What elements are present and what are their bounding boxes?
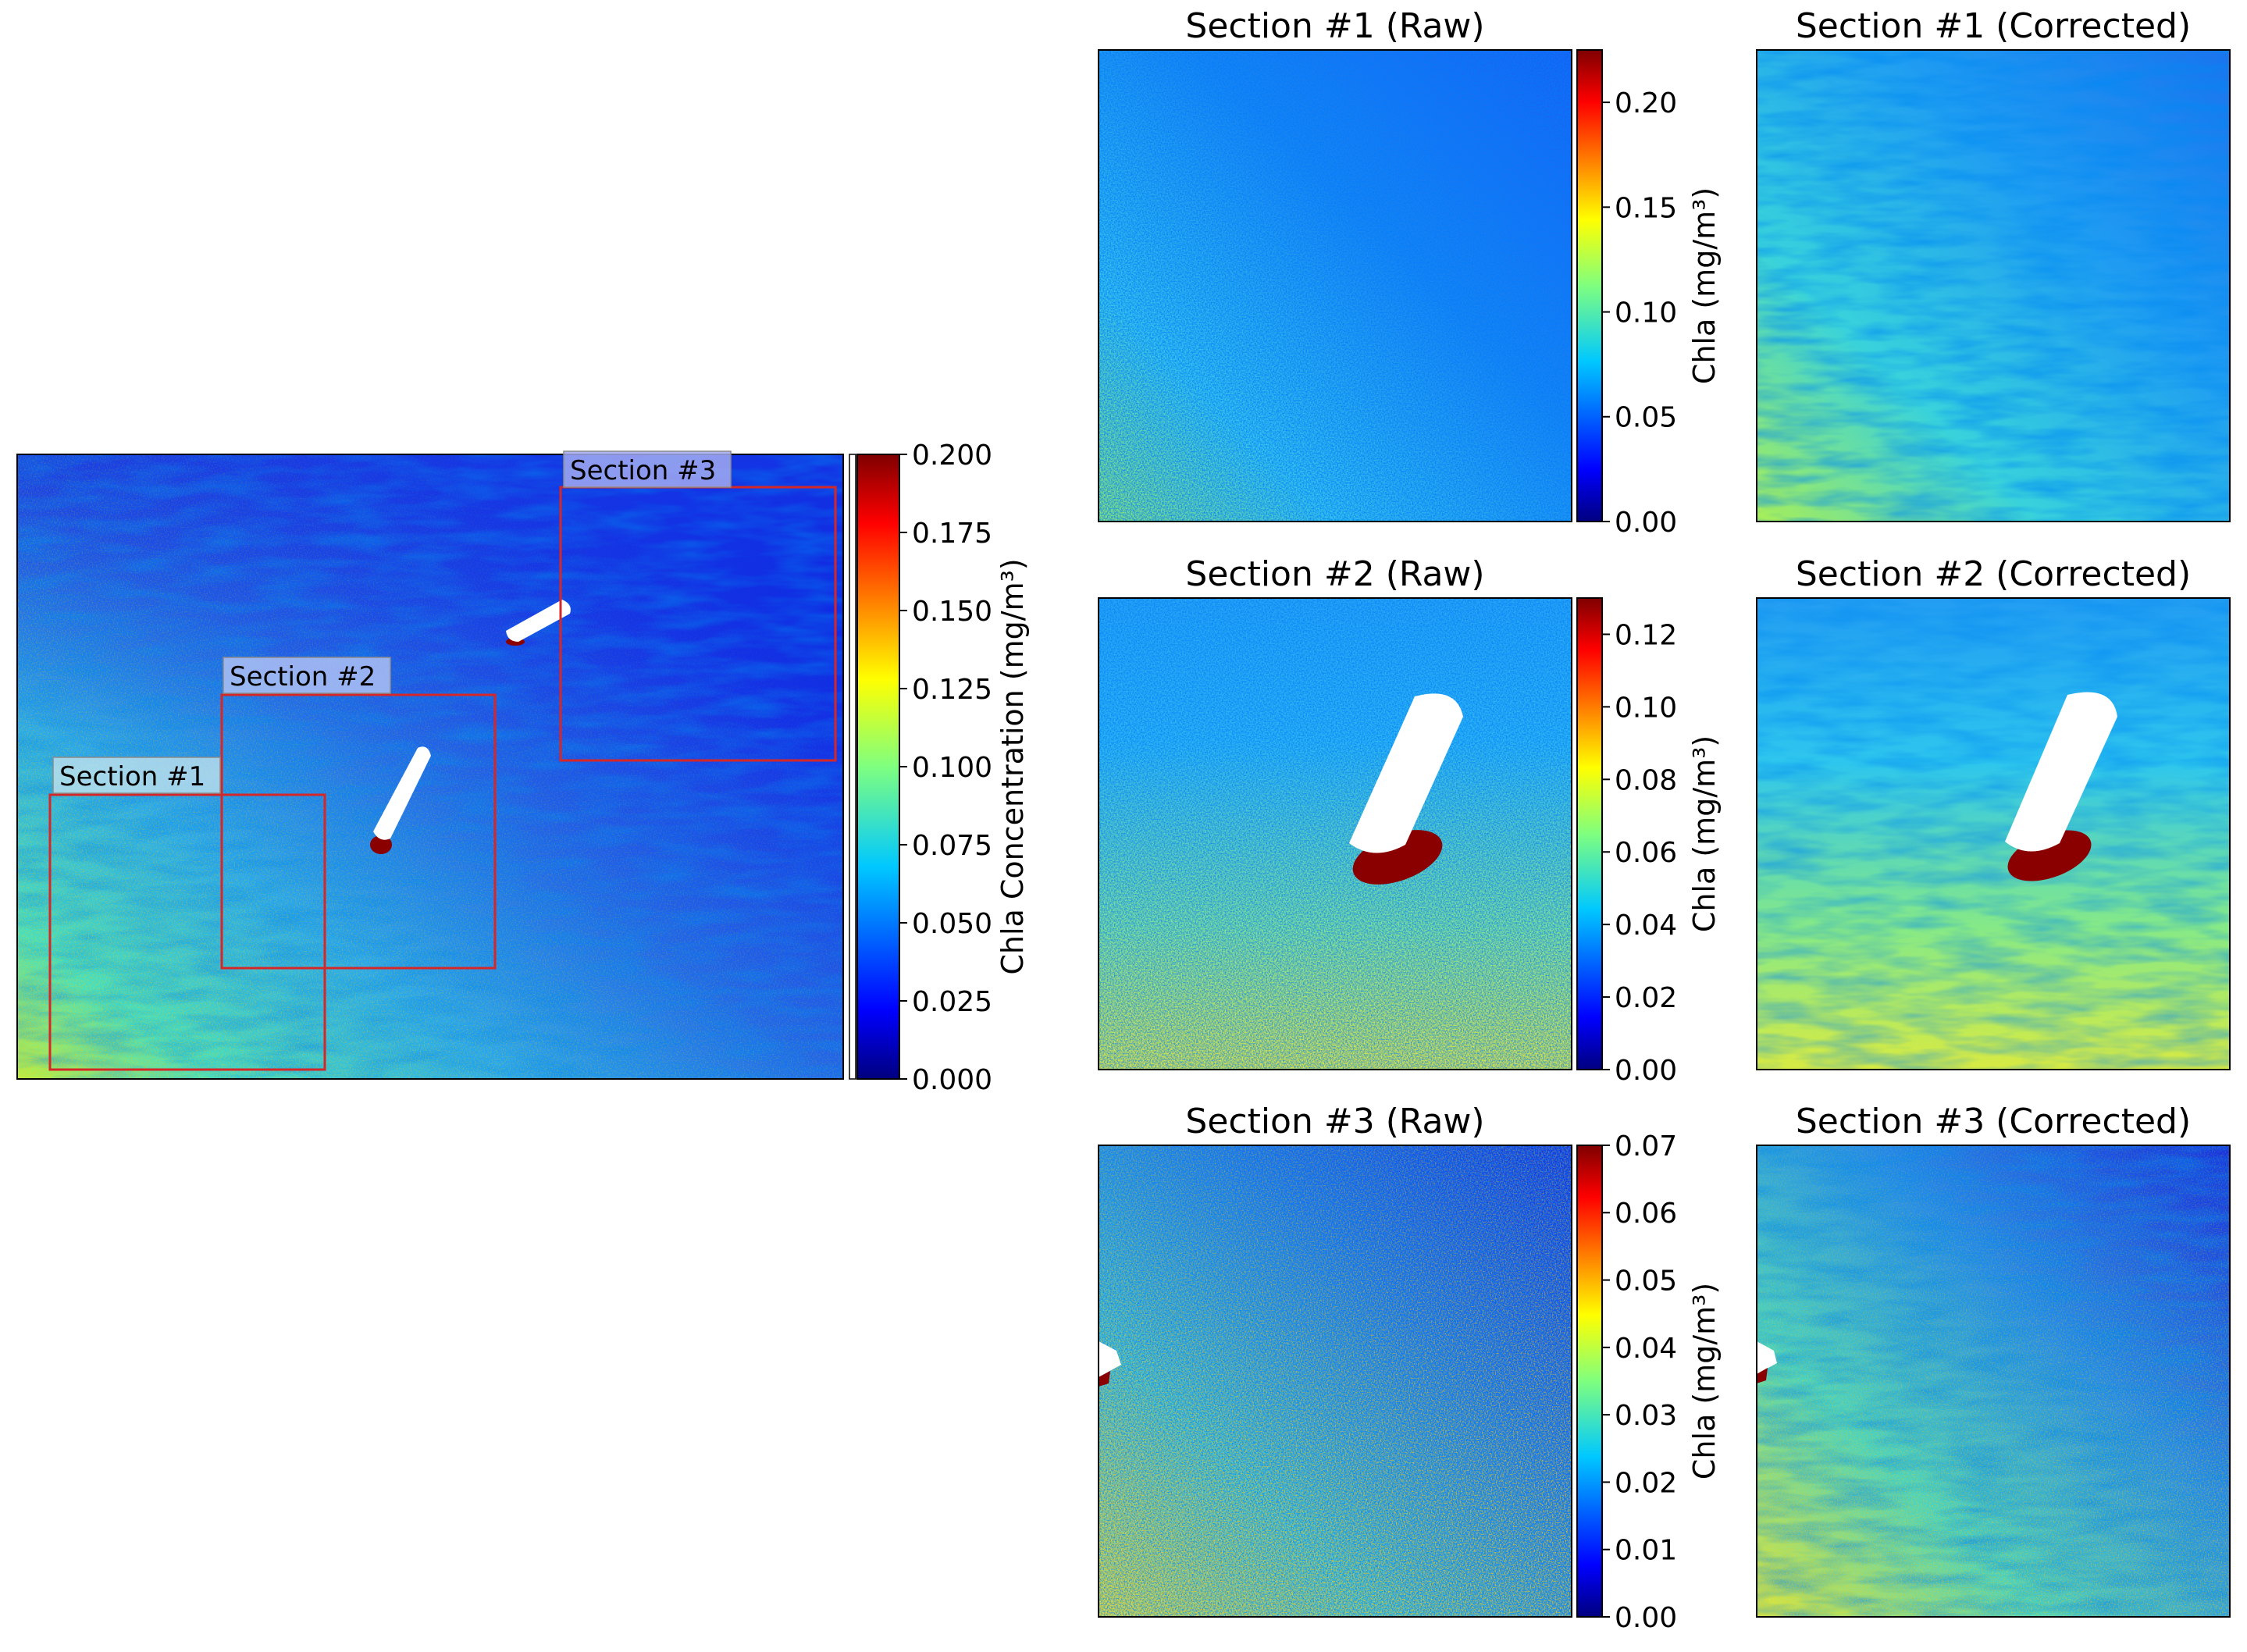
section-2-raw-heatmap (1099, 598, 1572, 1070)
section-2-raw-colorbar-label: Chla (mg/m³) (1687, 735, 1722, 932)
section-1-raw-colorbar-tick-label: 0.00 (1615, 507, 1677, 539)
overview-colorbar-label: Chla Concentration (mg/m³) (995, 558, 1030, 974)
boat-large (370, 746, 431, 854)
overview-frame (16, 454, 844, 1080)
section-1-raw-heatmap (1099, 50, 1572, 522)
overview-colorbar-tick-label: 0.125 (912, 674, 992, 706)
section-1-raw-colorbar-tick-label: 0.10 (1615, 297, 1677, 329)
section-3-raw-colorbar-tick-label: 0.00 (1615, 1602, 1677, 1634)
section-2-raw-colorbar-tick-label: 0.10 (1615, 692, 1677, 724)
section-3-raw-colorbar-tick-label: 0.07 (1615, 1130, 1677, 1162)
section-2-raw-colorbar-tick-label: 0.08 (1615, 764, 1677, 796)
section-3-raw-colorbar-tick-label: 0.04 (1615, 1333, 1677, 1365)
section-2-raw-colorbar: 0.00 0.02 0.04 0.06 0.08 0.10 0.12 Chla (mg/m³… (1576, 597, 1722, 1087)
section-2-raw-colorbar-tick-label: 0.04 (1615, 910, 1677, 942)
overview-colorbar-tick-label: 0.075 (912, 830, 992, 862)
section-3-raw-colorbar-tick-label: 0.01 (1615, 1535, 1677, 1567)
section-2-raw-title: Section #2 (Raw) (1185, 554, 1484, 594)
section-2-raw-colorbar-tick-label: 0.02 (1615, 982, 1677, 1014)
section-2-label-box (223, 657, 391, 694)
overview-map (17, 454, 843, 1079)
section-3-raw-heatmap (1099, 1145, 1572, 1617)
overview-colorbar-tick-label: 0.050 (912, 908, 992, 940)
overview-colorbar-tick-label: 0.200 (912, 440, 992, 472)
section-1-label: Section #1 (59, 761, 205, 792)
section-1-corrected-heatmap (1757, 50, 2230, 522)
section-2-label: Section #2 (230, 661, 376, 692)
overview-colorbar-tick-label: 0.175 (912, 518, 992, 550)
overview-colorbar-tick-label: 0.150 (912, 596, 992, 628)
section-1-raw-title: Section #1 (Raw) (1185, 6, 1484, 46)
overview-colorbar-tick-label: 0.000 (912, 1064, 992, 1096)
section-3-label: Section #3 (570, 455, 716, 486)
section-1-raw-colorbar-label: Chla (mg/m³) (1687, 187, 1722, 384)
section-1-raw-colorbar-tick-label: 0.05 (1615, 402, 1677, 434)
section-3-label-box (563, 450, 732, 488)
section-3-raw-colorbar: 0.00 0.01 0.02 0.03 0.04 0.05 0.06 0.07 Chla (m… (1576, 1130, 1722, 1634)
overview-colorbar-tick-label: 0.025 (912, 986, 992, 1018)
section-2-raw-colorbar-tick-label: 0.12 (1615, 619, 1677, 651)
section-1-raw-colorbar-tick-label: 0.15 (1615, 192, 1677, 224)
section-3-raw-colorbar-label: Chla (mg/m³) (1687, 1283, 1722, 1479)
section-3-corrected-title: Section #3 (Corrected) (1796, 1102, 2191, 1141)
section-2-corrected-title: Section #2 (Corrected) (1796, 554, 2191, 594)
overview-colorbar-tick-label: 0.100 (912, 752, 992, 784)
section-2-corrected-heatmap (1757, 598, 2230, 1070)
boat-small (506, 600, 571, 646)
section-2-raw-boat (1349, 693, 1463, 885)
section-3-raw-colorbar-tick-label: 0.03 (1615, 1400, 1677, 1432)
section-boxes: Section #1 Section #2 Section #3 (48, 450, 837, 1071)
section-1-label-box (52, 757, 221, 794)
section-3-raw-title: Section #3 (Raw) (1185, 1102, 1484, 1141)
section-3-raw-colorbar-tick-label: 0.05 (1615, 1266, 1677, 1298)
section-1-raw-colorbar: 0.00 0.05 0.10 0.15 0.20 Chla (mg/m³) (1576, 49, 1722, 539)
section-2-raw-colorbar-tick-label: 0.00 (1615, 1055, 1677, 1087)
section-2-raw-colorbar-tick-label: 0.06 (1615, 837, 1677, 869)
overview-colorbar: 0.000 0.025 0.050 0.075 0.100 0.125 0.150 0.175… (849, 440, 1030, 1096)
section-3-corrected-heatmap (1757, 1145, 2230, 1617)
section-2-box (220, 693, 497, 970)
section-1-raw-colorbar-tick-label: 0.20 (1615, 87, 1677, 119)
overview-colorbar-ticks: 0.000 0.025 0.050 0.075 0.100 0.125 0.150 0.175… (899, 440, 992, 1096)
section-3-raw-colorbar-tick-label: 0.02 (1615, 1467, 1677, 1499)
section-2-corrected-boat (2005, 692, 2117, 881)
section-1-box (48, 793, 326, 1071)
section-3-raw-colorbar-tick-label: 0.06 (1615, 1198, 1677, 1230)
overview-colorbar-gradient (856, 454, 900, 1080)
section-1-corrected-title: Section #1 (Corrected) (1796, 6, 2191, 46)
